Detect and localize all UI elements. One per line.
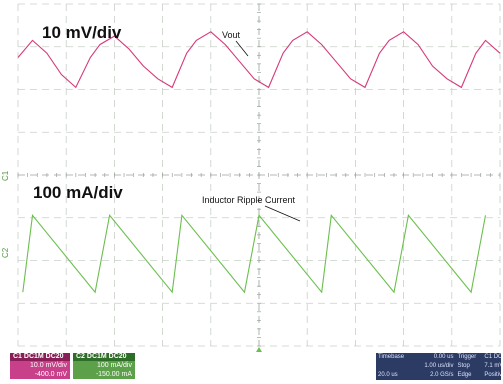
ch2-info-box[interactable]: C2 DC1M DC20 100 mA/div -150.00 mA bbox=[73, 353, 135, 379]
ch2-scale-label: 100 mA/div bbox=[33, 183, 123, 202]
vout-annotation: Vout bbox=[222, 30, 241, 40]
ch1-info-box[interactable]: C1 DC1M DC20 10.0 mV/div -400.0 mV bbox=[10, 353, 70, 379]
timebase-cell: Timebase bbox=[378, 354, 405, 360]
inductor-annotation-leader bbox=[264, 205, 301, 222]
grid bbox=[17, 3, 501, 352]
timebase-cell: C1 DC bbox=[484, 354, 502, 360]
timebase-row: 20.0 us 2.0 GS/s Edge Positive bbox=[376, 371, 501, 380]
timebase-row: Timebase 0.00 us Trigger C1 DC bbox=[376, 353, 501, 362]
vout-trace bbox=[17, 31, 501, 89]
ch1-info-head: C1 DC1M DC20 bbox=[10, 353, 70, 361]
timebase-cell: 7.1 mV bbox=[484, 363, 501, 369]
ch2-info-offset: -150.00 mA bbox=[95, 371, 132, 378]
ch1-info-offset: -400.0 mV bbox=[34, 371, 67, 378]
inductor-annotation: Inductor Ripple Current bbox=[202, 195, 296, 205]
timebase-cell: 1.00 us/div bbox=[424, 363, 454, 369]
ch1-scale-label: 10 mV/div bbox=[42, 23, 122, 42]
inductor-current-series-line bbox=[22, 213, 487, 294]
timebase-cell: Trigger bbox=[457, 354, 477, 360]
ch2-info-head: C2 DC1M DC20 bbox=[73, 353, 135, 361]
vout-annotation-leader bbox=[235, 40, 249, 57]
timebase-cell: 20.0 us bbox=[378, 372, 398, 378]
timebase-cell: 0.00 us bbox=[433, 354, 454, 360]
ch1-info-scale: 10.0 mV/div bbox=[30, 362, 67, 369]
timebase-cell: Positive bbox=[484, 372, 501, 378]
inductor-current-trace bbox=[22, 213, 487, 294]
timebase-row: 1.00 us/div Stop 7.1 mV bbox=[376, 362, 501, 371]
ch2-info-scale: 100 mA/div bbox=[96, 362, 132, 369]
vout-series-line bbox=[17, 31, 501, 89]
timebase-cell: Stop bbox=[457, 363, 470, 369]
side-marker-c2: C2 bbox=[1, 247, 10, 258]
timebase-cell bbox=[376, 362, 417, 371]
trigger-marker bbox=[256, 347, 262, 352]
side-marker-c1: C1 bbox=[1, 170, 10, 181]
timebase-cell: Edge bbox=[457, 372, 472, 378]
timebase-trigger-box[interactable]: Timebase 0.00 us Trigger C1 DC 1.00 us/d… bbox=[376, 353, 501, 380]
timebase-cell: 2.0 GS/s bbox=[430, 372, 454, 378]
